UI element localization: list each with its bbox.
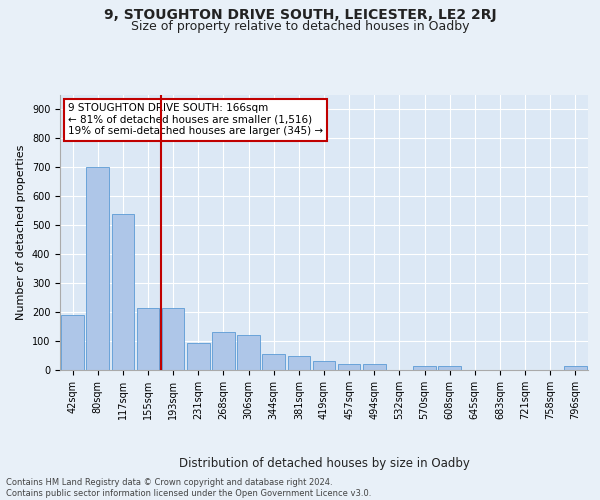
Bar bbox=[61, 315, 84, 370]
Bar bbox=[137, 308, 160, 370]
Y-axis label: Number of detached properties: Number of detached properties bbox=[16, 145, 26, 320]
Bar bbox=[237, 336, 260, 370]
Bar bbox=[363, 364, 386, 370]
Text: Size of property relative to detached houses in Oadby: Size of property relative to detached ho… bbox=[131, 20, 469, 33]
Bar bbox=[162, 308, 184, 370]
Bar bbox=[313, 362, 335, 370]
Bar bbox=[86, 168, 109, 370]
Text: Distribution of detached houses by size in Oadby: Distribution of detached houses by size … bbox=[179, 458, 469, 470]
Bar bbox=[413, 366, 436, 370]
Bar bbox=[338, 364, 361, 370]
Bar bbox=[439, 366, 461, 370]
Bar bbox=[262, 354, 285, 370]
Text: Contains HM Land Registry data © Crown copyright and database right 2024.
Contai: Contains HM Land Registry data © Crown c… bbox=[6, 478, 371, 498]
Bar bbox=[287, 356, 310, 370]
Bar bbox=[564, 366, 587, 370]
Text: 9 STOUGHTON DRIVE SOUTH: 166sqm
← 81% of detached houses are smaller (1,516)
19%: 9 STOUGHTON DRIVE SOUTH: 166sqm ← 81% of… bbox=[68, 104, 323, 136]
Bar bbox=[212, 332, 235, 370]
Bar bbox=[112, 214, 134, 370]
Text: 9, STOUGHTON DRIVE SOUTH, LEICESTER, LE2 2RJ: 9, STOUGHTON DRIVE SOUTH, LEICESTER, LE2… bbox=[104, 8, 496, 22]
Bar bbox=[187, 342, 209, 370]
